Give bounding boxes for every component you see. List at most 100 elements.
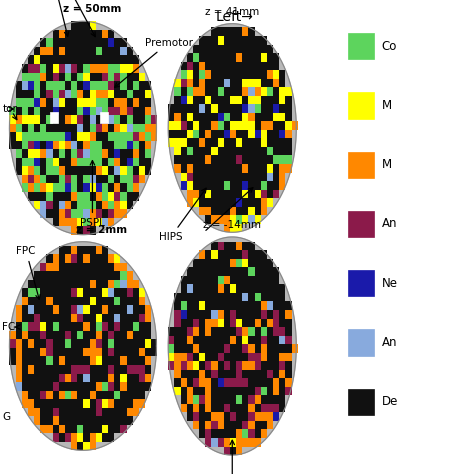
- Bar: [248, 27, 255, 36]
- Bar: [348, 152, 374, 178]
- Bar: [114, 81, 120, 90]
- Bar: [145, 374, 151, 382]
- Bar: [279, 327, 285, 336]
- Bar: [248, 190, 255, 198]
- Bar: [218, 412, 224, 421]
- Bar: [145, 339, 151, 348]
- Bar: [273, 267, 279, 276]
- Bar: [242, 138, 248, 147]
- Bar: [348, 270, 374, 296]
- Bar: [28, 115, 34, 124]
- Bar: [53, 141, 59, 149]
- Bar: [65, 254, 71, 263]
- Bar: [218, 130, 224, 138]
- Bar: [120, 64, 127, 73]
- Bar: [59, 271, 65, 280]
- Bar: [28, 132, 34, 141]
- Bar: [236, 242, 242, 250]
- Bar: [133, 141, 139, 149]
- Bar: [211, 344, 218, 353]
- Bar: [40, 38, 46, 47]
- Bar: [236, 310, 242, 319]
- Bar: [199, 96, 205, 104]
- Bar: [9, 132, 16, 141]
- Bar: [102, 218, 108, 226]
- Bar: [218, 395, 224, 404]
- Bar: [114, 254, 120, 263]
- Bar: [218, 207, 224, 215]
- Bar: [71, 226, 77, 235]
- Bar: [71, 107, 77, 115]
- Bar: [28, 55, 34, 64]
- Text: M: M: [382, 99, 392, 112]
- Bar: [285, 87, 292, 96]
- Bar: [255, 181, 261, 190]
- Bar: [90, 356, 96, 365]
- Bar: [90, 64, 96, 73]
- Bar: [139, 175, 145, 183]
- Bar: [102, 55, 108, 64]
- Bar: [211, 121, 218, 130]
- Bar: [261, 276, 267, 284]
- Bar: [108, 305, 114, 314]
- Bar: [46, 73, 53, 81]
- Bar: [102, 183, 108, 192]
- Bar: [193, 164, 199, 173]
- Bar: [77, 442, 83, 450]
- Bar: [273, 301, 279, 310]
- Bar: [211, 284, 218, 293]
- Bar: [273, 62, 279, 70]
- Bar: [77, 226, 83, 235]
- Bar: [102, 331, 108, 339]
- Bar: [114, 90, 120, 98]
- Bar: [40, 280, 46, 288]
- Bar: [230, 378, 236, 387]
- Bar: [255, 207, 261, 215]
- Bar: [242, 353, 248, 361]
- Bar: [65, 73, 71, 81]
- Bar: [230, 447, 236, 455]
- Bar: [199, 259, 205, 267]
- Bar: [236, 259, 242, 267]
- Bar: [53, 348, 59, 356]
- Bar: [59, 416, 65, 425]
- Bar: [242, 293, 248, 301]
- Bar: [218, 310, 224, 319]
- Bar: [236, 327, 242, 336]
- Bar: [181, 344, 187, 353]
- Bar: [120, 263, 127, 271]
- Bar: [28, 399, 34, 408]
- Bar: [193, 336, 199, 344]
- Bar: [65, 149, 71, 158]
- Bar: [205, 87, 211, 96]
- Bar: [211, 198, 218, 207]
- Bar: [127, 331, 133, 339]
- Bar: [145, 115, 151, 124]
- Bar: [77, 201, 83, 209]
- Bar: [46, 339, 53, 348]
- Bar: [218, 284, 224, 293]
- Bar: [242, 96, 248, 104]
- Bar: [127, 365, 133, 374]
- Bar: [83, 192, 90, 201]
- Bar: [114, 201, 120, 209]
- Bar: [96, 246, 102, 254]
- Bar: [46, 132, 53, 141]
- Bar: [34, 124, 40, 132]
- Bar: [211, 62, 218, 70]
- Bar: [211, 87, 218, 96]
- Bar: [292, 344, 298, 353]
- Bar: [71, 416, 77, 425]
- Bar: [211, 319, 218, 327]
- Bar: [224, 276, 230, 284]
- Bar: [248, 344, 255, 353]
- Bar: [96, 408, 102, 416]
- Bar: [205, 267, 211, 276]
- Bar: [28, 73, 34, 81]
- Bar: [71, 322, 77, 331]
- Bar: [267, 62, 273, 70]
- Bar: [77, 132, 83, 141]
- Bar: [193, 395, 199, 404]
- Bar: [255, 378, 261, 387]
- Bar: [108, 201, 114, 209]
